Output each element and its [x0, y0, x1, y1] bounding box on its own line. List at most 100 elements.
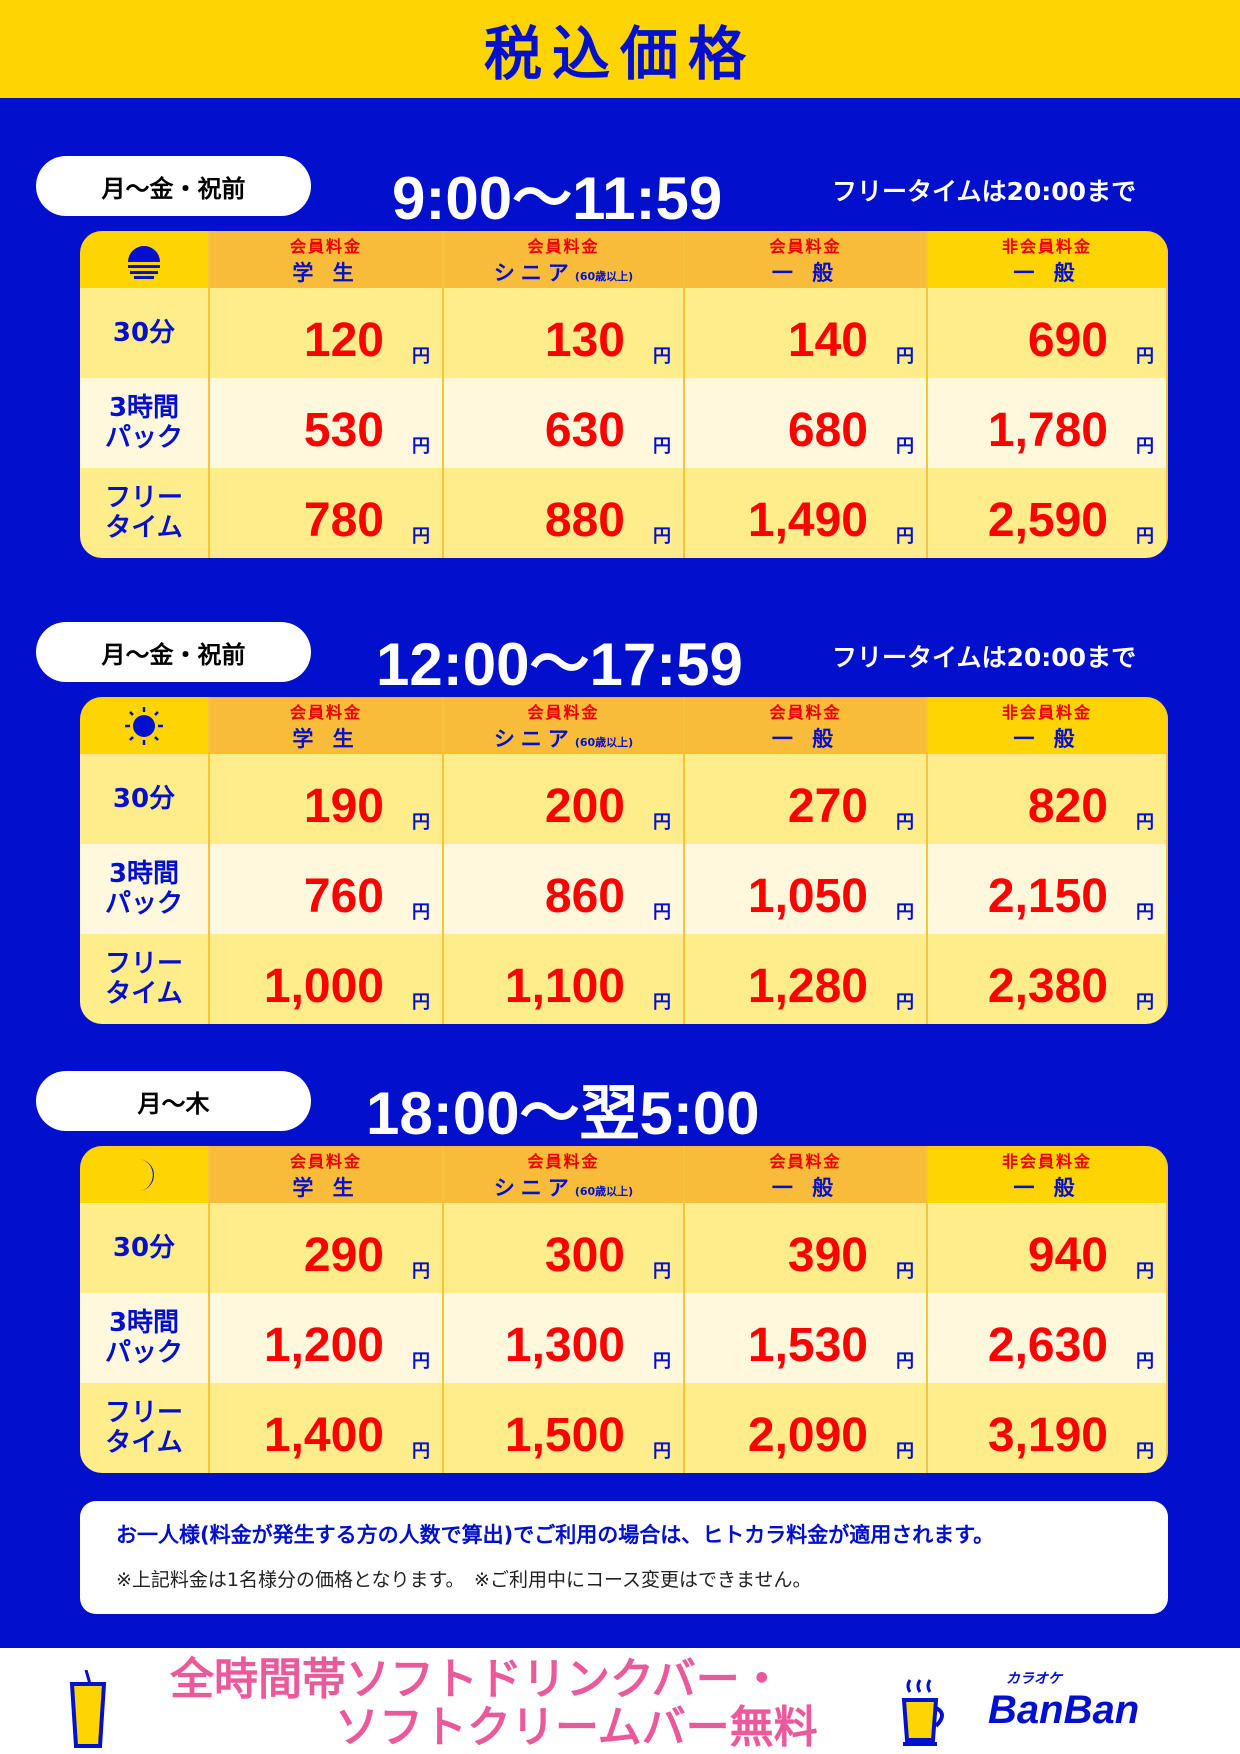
yen-unit: 円 — [1136, 992, 1154, 1013]
days-pill: 月〜木 — [36, 1071, 311, 1131]
column-header-label: 一 般 — [771, 1175, 840, 1200]
price-value: 530 — [303, 404, 384, 457]
yen-unit: 円 — [1136, 902, 1154, 923]
price-value: 680 — [787, 404, 868, 457]
price-cell: 300 円 — [444, 1203, 685, 1293]
yen-unit: 円 — [412, 992, 430, 1013]
column-header-type: 会員料金 — [769, 1151, 842, 1171]
price-cell: 3,190 円 — [928, 1383, 1168, 1473]
row-label: フリー タイム — [80, 468, 210, 558]
column-header-label: 一 般 — [1013, 726, 1081, 751]
price-table: 会員料金学 生会員料金 シニア(60歳以上) 会員料金一 般非会員料金一 般 30分 1… — [80, 231, 1168, 558]
price-cell: 2,590 円 — [928, 468, 1168, 558]
yen-unit: 円 — [1136, 346, 1154, 367]
price-value: 270 — [787, 780, 868, 833]
price-value: 200 — [544, 780, 625, 833]
promo-line-2: ソフトクリームバー無料 — [335, 1702, 818, 1753]
footer: 全時間帯ソフトドリンクバー・ ソフトクリームバー無料 カラオケ BanBan — [0, 1648, 1240, 1754]
yen-unit: 円 — [653, 1441, 671, 1462]
column-header-type: 会員料金 — [289, 702, 362, 722]
price-cell: 130 円 — [444, 288, 685, 378]
yen-unit: 円 — [896, 812, 914, 833]
time-range: 18:00〜翌5:00 — [366, 1080, 760, 1147]
yen-unit: 円 — [896, 1441, 914, 1462]
yen-unit: 円 — [1136, 1441, 1154, 1462]
column-header: 会員料金 シニア(60歳以上) — [444, 231, 685, 288]
price-cell: 1,280 円 — [685, 934, 928, 1024]
price-value: 130 — [544, 314, 625, 367]
title-bar: 税込価格 — [0, 0, 1240, 98]
promo-text: 全時間帯ソフトドリンクバー・ ソフトクリームバー無料 — [170, 1656, 818, 1752]
price-cell: 1,100 円 — [444, 934, 685, 1024]
price-value: 780 — [303, 494, 384, 547]
column-header: 会員料金一 般 — [685, 697, 928, 754]
price-cell: 760 円 — [210, 844, 444, 934]
price-value: 140 — [787, 314, 868, 367]
moon-icon — [80, 1146, 210, 1203]
column-header-type: 会員料金 — [769, 236, 842, 256]
yen-unit: 円 — [653, 812, 671, 833]
column-header-label: シニア — [493, 726, 575, 751]
price-cell: 630 円 — [444, 378, 685, 468]
time-range: 9:00〜11:59 — [392, 165, 723, 232]
price-value: 120 — [303, 314, 384, 367]
column-header-label: 学 生 — [292, 726, 360, 751]
column-header: 会員料金シニア(60歳以上) — [444, 1146, 685, 1203]
column-header-type: 非会員料金 — [1001, 1151, 1092, 1171]
price-value: 1,050 — [747, 870, 868, 923]
column-header: 会員料金一 般 — [685, 231, 928, 288]
yen-unit: 円 — [653, 992, 671, 1013]
column-header-type: 会員料金 — [527, 702, 600, 722]
column-header-type: 会員料金 — [527, 1151, 600, 1171]
price-cell: 1,050 円 — [685, 844, 928, 934]
column-header-type: 会員料金 — [527, 236, 600, 256]
yen-unit: 円 — [896, 346, 914, 367]
column-header: 非会員料金一 般 — [928, 697, 1168, 754]
price-value: 2,150 — [987, 870, 1108, 923]
column-header-label: シニア — [493, 1175, 575, 1200]
days-pill: 月〜金・祝前 — [36, 156, 311, 216]
logo-main: BanBan — [988, 1688, 1140, 1732]
price-value: 690 — [1027, 314, 1108, 367]
row-label: 3時間 パック — [80, 378, 210, 468]
row-label: 30分 — [80, 754, 210, 844]
time-range: 12:00〜17:59 — [376, 631, 743, 698]
yen-unit: 円 — [412, 1261, 430, 1282]
yen-unit: 円 — [896, 1351, 914, 1372]
row-label: 30分 — [80, 288, 210, 378]
price-cell: 290 円 — [210, 1203, 444, 1293]
yen-unit: 円 — [412, 1351, 430, 1372]
price-cell: 1,300 円 — [444, 1293, 685, 1383]
sun-icon — [80, 697, 210, 754]
price-cell: 880 円 — [444, 468, 685, 558]
yen-unit: 円 — [1136, 812, 1154, 833]
price-value: 1,500 — [504, 1409, 625, 1462]
column-header-type: 非会員料金 — [1001, 702, 1092, 722]
banban-logo: カラオケ BanBan — [988, 1668, 1139, 1733]
price-value: 2,590 — [987, 494, 1108, 547]
yen-unit: 円 — [412, 812, 430, 833]
price-table: 会員料金学 生会員料金 シニア(60歳以上) 会員料金一 般非会員料金一 般 30分 2… — [80, 1146, 1168, 1473]
notice-box: お一人様(料金が発生する方の人数で算出)でご利用の場合は、ヒトカラ料金が適用され… — [80, 1501, 1168, 1614]
column-header-type: 会員料金 — [289, 236, 362, 256]
column-header-label: 一 般 — [1013, 1175, 1081, 1200]
price-value: 2,090 — [747, 1409, 868, 1462]
price-cell: 390 円 — [685, 1203, 928, 1293]
column-header-type: 会員料金 — [289, 1151, 362, 1171]
column-header: 会員料金学 生 — [210, 1146, 444, 1203]
price-cell: 1,490 円 — [685, 468, 928, 558]
price-cell: 860 円 — [444, 844, 685, 934]
price-cell: 140 円 — [685, 288, 928, 378]
yen-unit: 円 — [412, 346, 430, 367]
price-cell: 1,200 円 — [210, 1293, 444, 1383]
yen-unit: 円 — [653, 1261, 671, 1282]
column-header: 非会員料金一 般 — [928, 1146, 1168, 1203]
yen-unit: 円 — [653, 346, 671, 367]
price-cell: 680 円 — [685, 378, 928, 468]
column-header-note: (60歳以上) — [574, 1184, 634, 1198]
price-value: 2,380 — [987, 960, 1108, 1013]
column-header-label: 学 生 — [292, 260, 360, 285]
row-label: フリー タイム — [80, 1383, 210, 1473]
free-time-note: フリータイムは20:00まで — [832, 643, 1137, 672]
price-value: 760 — [303, 870, 384, 923]
